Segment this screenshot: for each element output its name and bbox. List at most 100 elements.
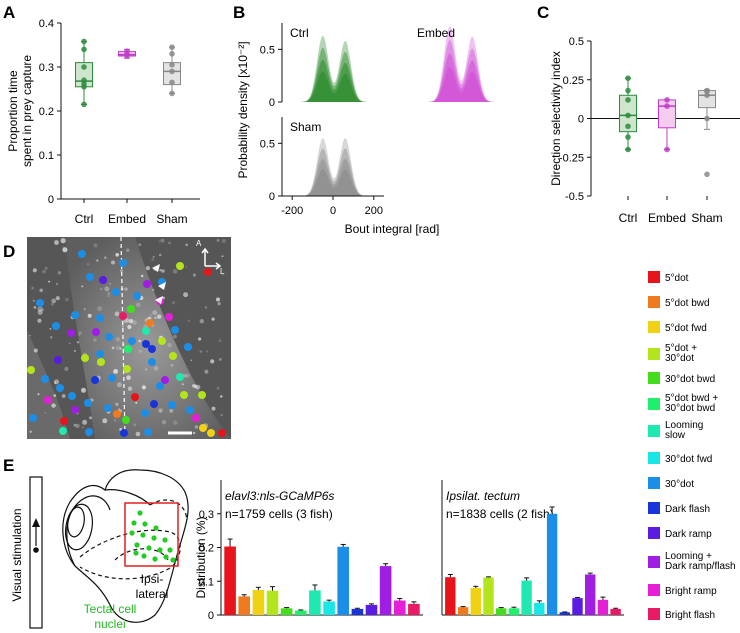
data-point [81, 101, 87, 108]
legend-swatch [648, 372, 660, 384]
y-tick-label: 0 [208, 610, 214, 622]
subplot-title: Sham [290, 120, 321, 134]
background-speckle [217, 302, 221, 306]
background-speckle [93, 338, 97, 342]
labeled-cell [207, 429, 215, 437]
y-axis-label: Probability density [x10⁻²] [236, 41, 250, 178]
tectal-dot [131, 520, 137, 526]
bar [394, 600, 406, 615]
tectal-dot [140, 532, 146, 538]
labeled-cell [146, 319, 154, 327]
labeled-cell [59, 427, 67, 435]
legend-swatch [648, 584, 660, 596]
background-speckle [115, 336, 121, 342]
background-speckle [141, 385, 146, 390]
background-speckle [114, 311, 120, 317]
bar [457, 607, 469, 615]
background-speckle [116, 382, 122, 388]
labeled-cell [104, 404, 112, 412]
background-speckle [145, 368, 148, 371]
panel-label-c: C [537, 3, 549, 22]
tectal-dot [137, 510, 143, 516]
background-speckle [37, 393, 40, 396]
labeled-cell [113, 410, 121, 418]
bar [379, 566, 392, 615]
visual-stimulation-screen: Visual stimulation [10, 476, 43, 629]
bar [408, 603, 420, 615]
background-speckle [126, 248, 130, 252]
background-speckle [104, 256, 107, 259]
background-speckle [120, 269, 123, 273]
labeled-cell [99, 276, 107, 284]
tectal-dot [133, 550, 139, 556]
labeled-cell [105, 333, 113, 341]
labeled-cell [36, 299, 44, 307]
background-speckle [42, 269, 46, 274]
background-speckle [81, 285, 84, 288]
legend-label: 5°dot fwd [665, 323, 707, 334]
y-tick-label: 0 [578, 114, 584, 126]
data-point [625, 87, 631, 94]
labeled-cell [119, 259, 127, 267]
background-speckle [185, 373, 190, 378]
legend-label: Looming slow [665, 420, 703, 441]
background-speckle [221, 255, 224, 258]
tectal-dot [141, 553, 147, 559]
background-speckle [199, 350, 202, 353]
tectal-cell-label: Tectal cell nuclei [84, 602, 137, 631]
background-speckle [55, 282, 58, 285]
background-speckle [78, 333, 81, 336]
labeled-cells [27, 250, 226, 437]
background-speckle [108, 292, 110, 294]
background-speckle [120, 288, 124, 291]
fish-head-diagram [62, 469, 189, 623]
y-tick-label: 0 [48, 194, 54, 206]
labeled-cell [122, 416, 130, 424]
labeled-cell [29, 414, 37, 422]
background-speckle [171, 301, 176, 305]
panel-label-d: D [3, 242, 15, 261]
data-point [169, 51, 175, 57]
data-point [625, 146, 631, 153]
legend-swatch [648, 608, 660, 620]
background-speckle [132, 320, 138, 325]
labeled-cell [161, 376, 169, 384]
bar [238, 596, 250, 615]
background-speckle [152, 288, 155, 291]
labeled-cell [144, 428, 152, 436]
y-tick-label: 0.3 [39, 62, 54, 74]
background-speckle [161, 420, 167, 425]
background-speckle [138, 339, 142, 343]
background-speckle [204, 306, 208, 309]
legend-label: 5°dot bwd [665, 298, 710, 309]
data-point [625, 75, 631, 81]
labeled-cell [67, 329, 75, 337]
background-speckle [216, 239, 220, 242]
bar [351, 608, 364, 615]
background-speckle [54, 379, 59, 385]
data-point [704, 115, 710, 122]
panel-b-density: Ctrl 0 0.5 Embed Sham 0 0.5 -200 0 200 Probability… [236, 23, 511, 236]
bar [295, 610, 307, 615]
data-point [704, 171, 710, 178]
data-point [169, 44, 175, 50]
density-area [409, 67, 511, 102]
background-speckle [170, 363, 174, 367]
background-speckle [96, 259, 99, 262]
roi-box [124, 502, 179, 567]
y-tick-label: 0.25 [563, 75, 584, 87]
chart-subtitle: n=1759 cells (3 fish) [225, 507, 333, 521]
subplot-title: Embed [417, 26, 455, 40]
y-axis-label: Direction selectivity index [549, 51, 563, 186]
background-speckle [122, 319, 127, 324]
legend-swatch [648, 556, 660, 568]
y-axis-label: Distribution (%) [194, 516, 208, 598]
labeled-cell [97, 358, 105, 366]
background-speckle [73, 349, 76, 352]
labeled-cell [127, 305, 135, 313]
labeled-cell [192, 414, 200, 422]
legend-swatch [648, 271, 660, 283]
background-speckle [135, 401, 138, 404]
background-speckle [89, 416, 92, 420]
